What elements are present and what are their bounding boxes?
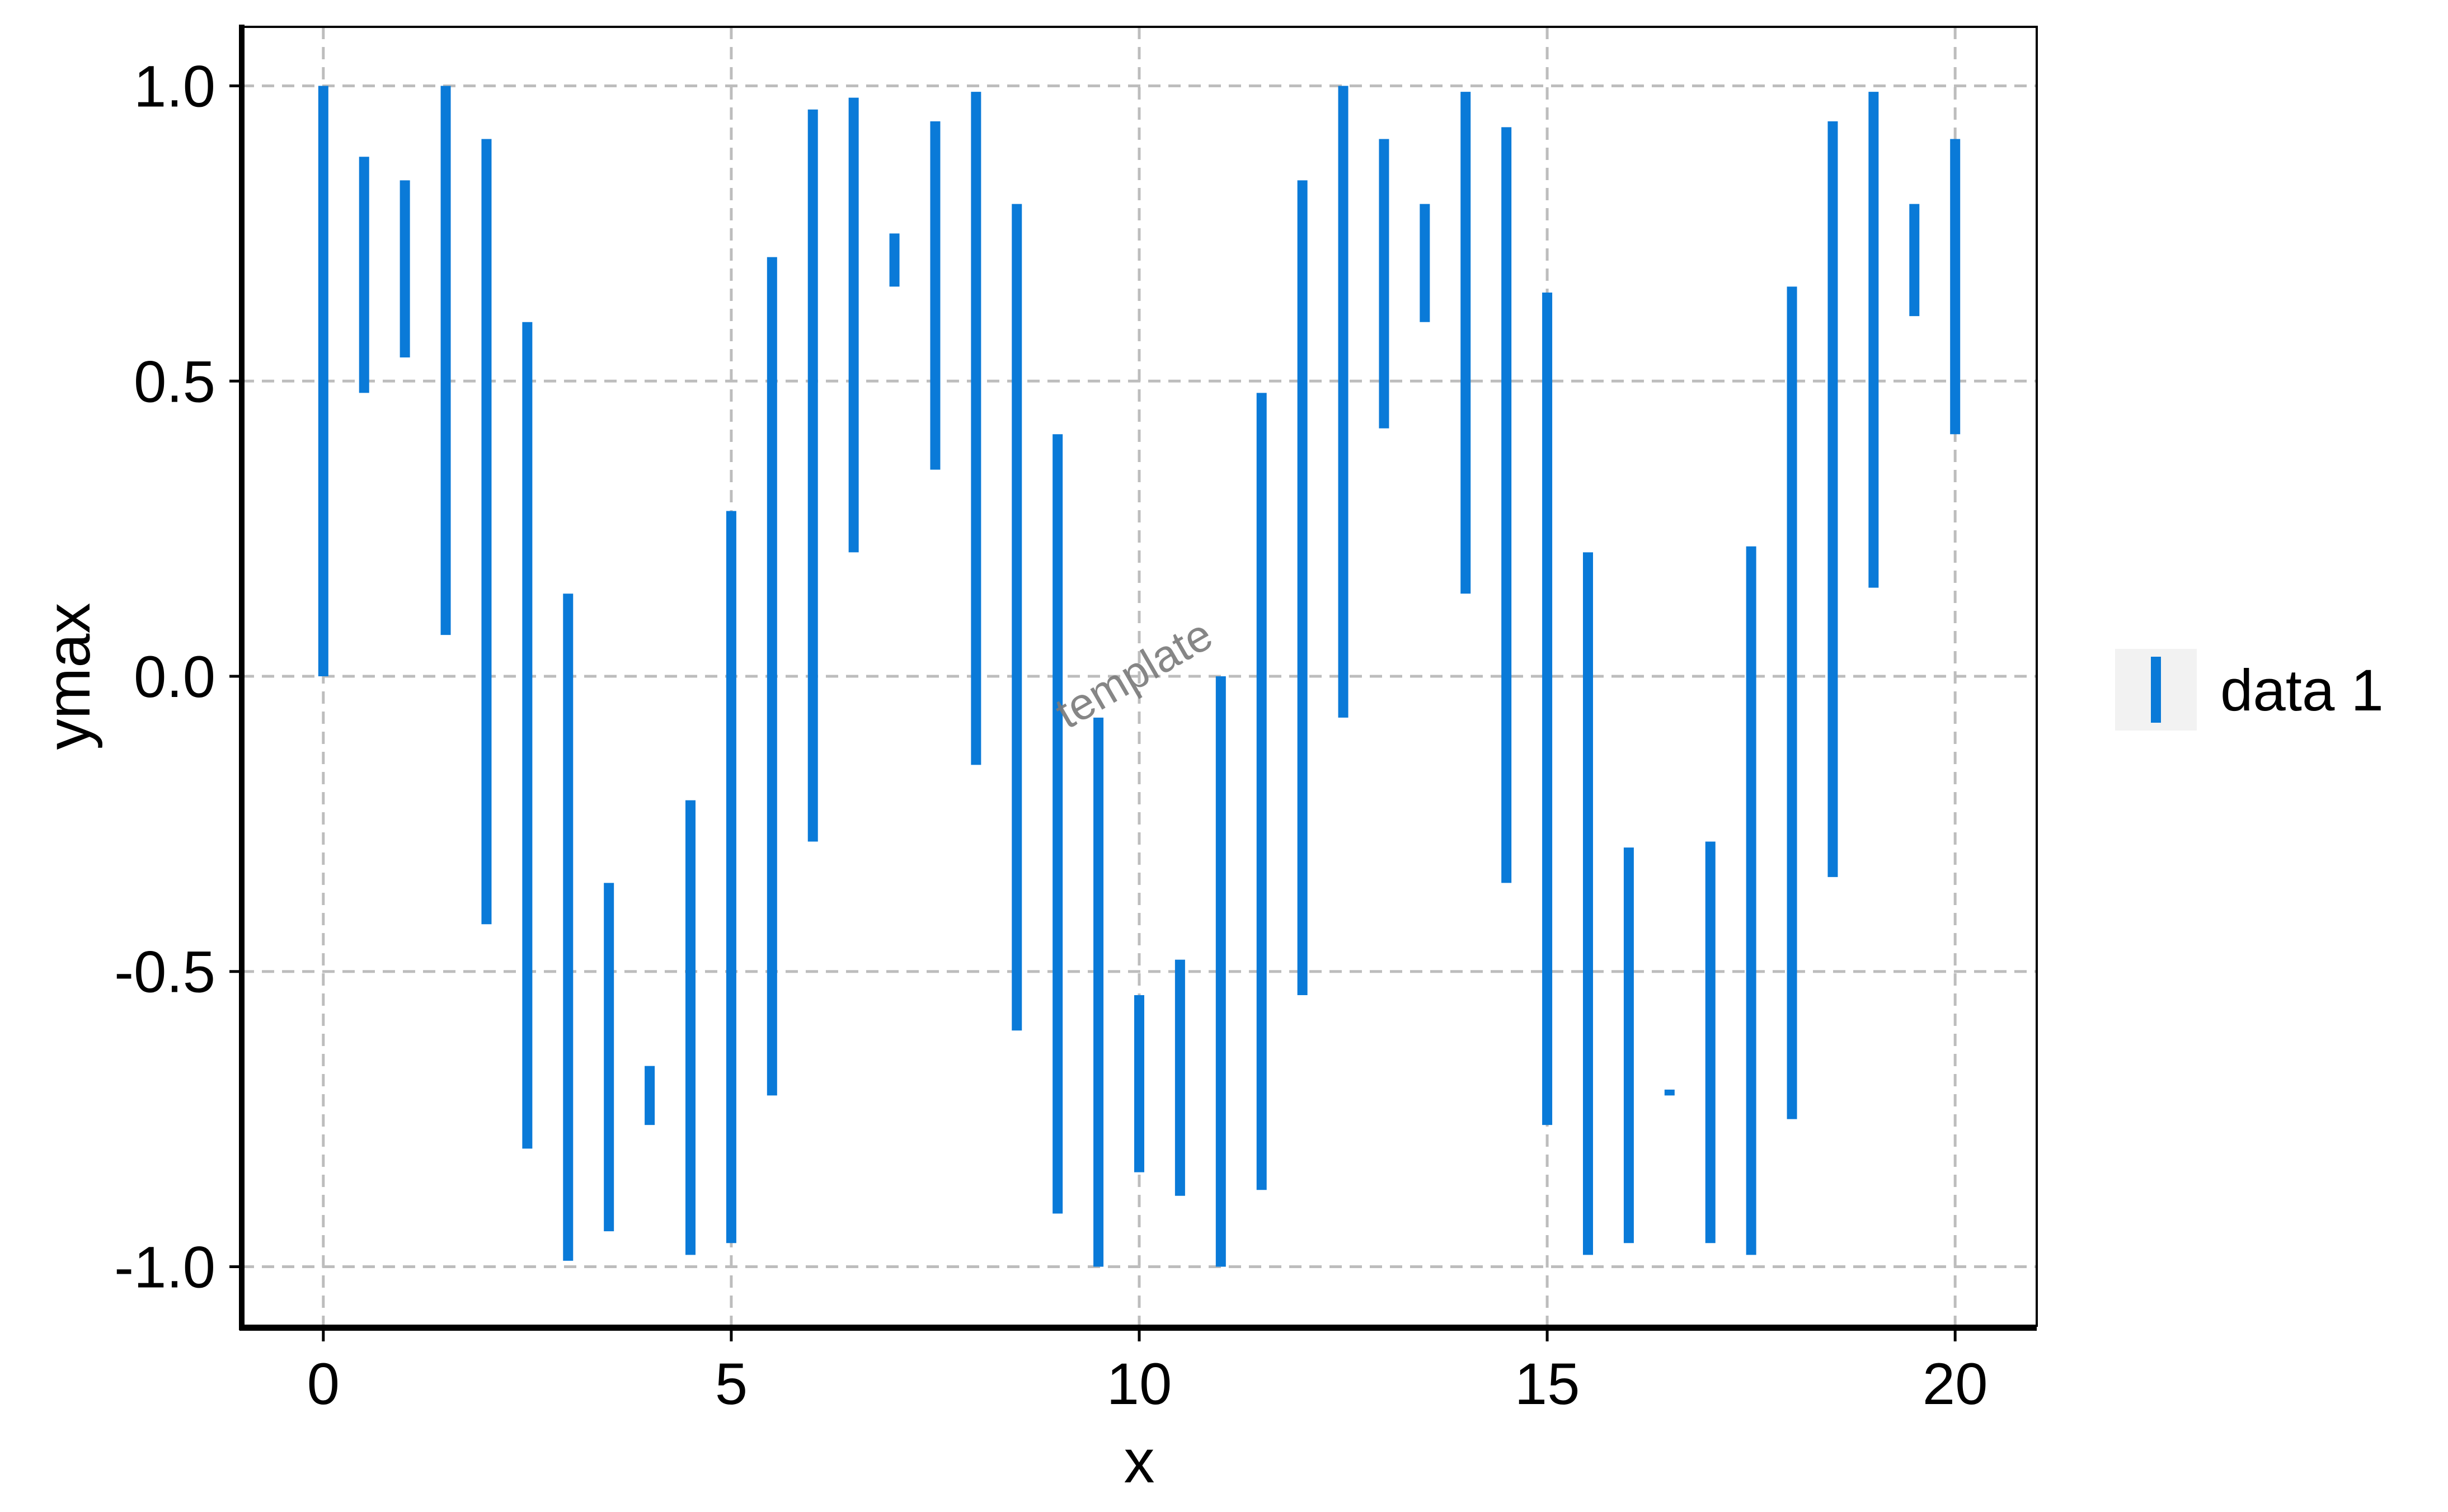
y-tick-label: 0.5 xyxy=(134,349,215,414)
axis-ticks: 0 5 10 15 20 -1.0 -0.5 0.0 0.5 1.0 xyxy=(114,54,1988,1417)
legend-label: data 1 xyxy=(2220,658,2384,723)
series-data-1 xyxy=(318,86,1961,1267)
x-tick-label: 10 xyxy=(1107,1351,1172,1417)
y-tick-label: -1.0 xyxy=(114,1235,215,1300)
y-tick-label: 1.0 xyxy=(134,54,215,120)
y-axis-label: ymax xyxy=(34,603,103,750)
x-axis-label: x xyxy=(1124,1427,1155,1496)
watermark-text: template xyxy=(1047,609,1220,738)
x-tick-label: 20 xyxy=(1923,1351,1988,1417)
y-tick-label: 0.0 xyxy=(134,644,215,710)
x-tick-label: 0 xyxy=(307,1351,340,1417)
x-tick-label: 15 xyxy=(1515,1351,1580,1417)
legend: data 1 xyxy=(2115,649,2384,731)
y-tick-label: -0.5 xyxy=(114,940,215,1005)
x-tick-label: 5 xyxy=(715,1351,748,1417)
